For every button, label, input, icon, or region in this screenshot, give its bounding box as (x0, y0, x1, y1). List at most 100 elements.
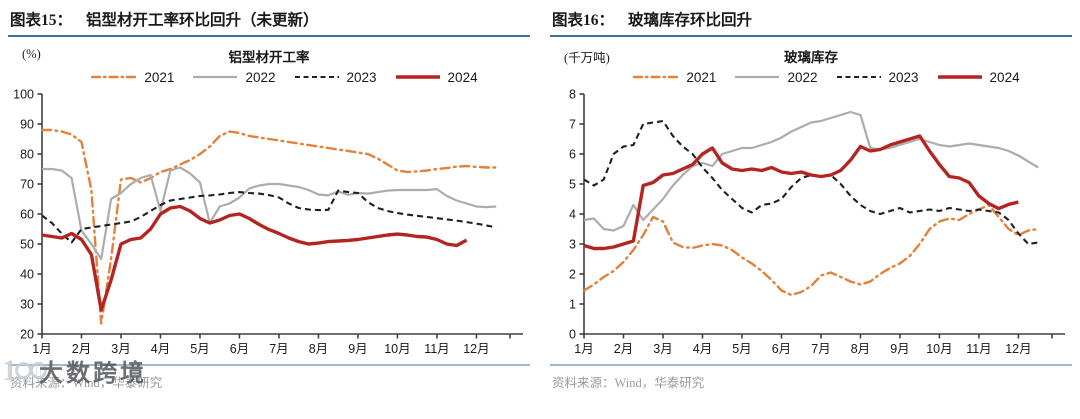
x-tick-label: 12月 (1005, 342, 1031, 356)
x-tick-label: 1月 (32, 342, 51, 356)
x-tick-label: 4月 (693, 342, 712, 356)
watermark-logo-digit: 1 (2, 353, 17, 387)
series-line-2022 (583, 110, 1039, 232)
y-tick-label: 3 (569, 238, 576, 252)
x-tick-label: 5月 (190, 342, 209, 356)
legend-item-2023: 2023 (835, 70, 919, 85)
watermark-text: 大数跨境 (39, 360, 147, 387)
source-row: 资料来源：Wind，华泰研究 1 大数跨境 (2, 355, 530, 398)
x-tick-label: 12月 (463, 342, 489, 356)
legend-label-2022: 2022 (787, 69, 818, 85)
legend-item-2024: 2024 (936, 70, 1020, 85)
legend-item-2022: 2022 (733, 69, 818, 85)
legend-item-2023: 2023 (293, 70, 377, 85)
x-tick-label: 7月 (811, 342, 830, 356)
legend: 2021 2022 2023 2024 (38, 67, 530, 87)
legend-line-sample-2023 (836, 75, 881, 79)
y-tick-label: 6 (569, 148, 576, 162)
header-rule (8, 35, 530, 37)
legend-label-2024: 2024 (447, 69, 478, 85)
legend: 2021 2022 2023 2024 (580, 67, 1072, 87)
figure16-panel: 图表16： 玻璃库存环比回升 (千万吨) 玻璃库存 2021 2022 2023 202… (550, 0, 1072, 419)
figure16-title: 玻璃库存环比回升 (628, 12, 753, 29)
chart-canvas-fig16: 0 1 2 3 4 5 6 7 8 1月 2月 3月 4月 5月 6月 7月 8月 9月 10月 11月 12月 (569, 88, 1065, 356)
x-tick-label: 7月 (269, 342, 288, 356)
x-tick-label: 2月 (614, 342, 633, 356)
legend-line-sample-2022 (735, 75, 780, 79)
chart-canvas-fig15: 20 30 40 50 60 70 80 90 100 1月 2月 3月 4月 5月 6月 7月 8月 9月 10月… (13, 88, 523, 356)
x-tick-label: 2月 (72, 342, 91, 356)
legend-line-sample-2022 (193, 75, 238, 79)
y-tick-label: 2 (569, 268, 576, 282)
x-tick-label: 4月 (151, 342, 170, 356)
x-tick-label: 10月 (926, 342, 952, 356)
y-axis-unit-label: (%) (22, 47, 41, 61)
figure16-number: 图表16： (552, 12, 615, 29)
y-tick-label: 90 (20, 118, 34, 132)
figure15-panel: 图表15： 铝型材开工率环比回升（未更新） (%) 铝型材开工率 2021 2022… (2, 0, 530, 419)
tick-labels: 20 30 40 50 60 70 80 90 100 1月 2月 3月 4月 5月 6月 7月 8月 9月 10月… (13, 88, 489, 356)
source-row: 资料来源：Wind，华泰研究 (550, 366, 1072, 398)
chart-head: (%) 铝型材开工率 (8, 44, 530, 66)
legend-line-sample-2024 (395, 75, 440, 79)
figure15-header: 图表15： 铝型材开工率环比回升（未更新） (8, 6, 530, 35)
y-tick-label: 4 (569, 208, 576, 222)
chart-head: (千万吨) 玻璃库存 (550, 44, 1072, 66)
series-line-2023 (583, 119, 1039, 246)
y-tick-label: 70 (20, 178, 34, 192)
x-tick-label: 9月 (890, 342, 909, 356)
chart-inner-title: 铝型材开工率 (228, 50, 310, 65)
y-tick-label: 0 (569, 328, 576, 342)
tick-labels: 0 1 2 3 4 5 6 7 8 1月 2月 3月 4月 5月 6月 7月 8月 9月 10月 11月 12月 (569, 88, 1032, 356)
series-line-2022 (42, 166, 497, 261)
y-tick-label: 7 (569, 118, 576, 132)
legend-label-2023: 2023 (888, 69, 919, 85)
legend-label-2023: 2023 (346, 69, 377, 85)
footer-rule (550, 364, 1072, 366)
y-tick-label: 30 (20, 298, 34, 312)
legend-line-sample-2021 (633, 75, 680, 79)
x-tick-label: 6月 (230, 342, 249, 356)
legend-line-sample-2023 (294, 75, 339, 79)
legend-item-2021: 2021 (90, 70, 174, 85)
y-tick-label: 5 (569, 178, 576, 192)
x-tick-label: 8月 (851, 342, 870, 356)
axes (37, 93, 523, 339)
x-tick-label: 3月 (111, 342, 130, 356)
y-axis-unit-label: (千万吨) (564, 51, 610, 65)
figure15-number: 图表15： (10, 12, 73, 29)
source-text: 资料来源：Wind，华泰研究 (552, 376, 705, 390)
legend-item-2021: 2021 (632, 70, 716, 85)
x-tick-label: 11月 (424, 342, 449, 356)
watermark-logo: 1 (2, 353, 47, 387)
series-line-2024 (41, 204, 468, 312)
y-tick-label: 8 (569, 88, 576, 102)
figure16-header: 图表16： 玻璃库存环比回升 (550, 6, 1072, 35)
x-tick-label: 1月 (574, 342, 593, 356)
y-tick-label: 80 (20, 148, 34, 162)
y-tick-label: 20 (20, 328, 34, 342)
header-rule (550, 35, 1072, 37)
legend-label-2024: 2024 (989, 69, 1020, 85)
y-tick-label: 40 (20, 268, 34, 282)
y-tick-label: 60 (20, 208, 34, 222)
y-tick-label: 50 (20, 238, 34, 252)
x-tick-label: 9月 (348, 342, 367, 356)
legend-item-2022: 2022 (191, 69, 276, 85)
watermark-logo-globe (30, 362, 47, 379)
x-tick-label: 5月 (732, 342, 751, 356)
legend-label-2022: 2022 (245, 69, 276, 85)
legend-item-2024: 2024 (394, 70, 478, 85)
y-tick-label: 100 (13, 88, 34, 102)
legend-line-sample-2024 (937, 75, 982, 79)
y-tick-label: 1 (569, 298, 576, 312)
figure15-title: 铝型材开工率环比回升（未更新） (86, 12, 319, 29)
footer-rule (8, 364, 530, 366)
source-text: 资料来源：Wind，华泰研究 (10, 376, 163, 390)
axes (579, 93, 1065, 339)
x-tick-label: 6月 (772, 342, 791, 356)
series-line-2021 (40, 128, 498, 325)
x-tick-label: 8月 (309, 342, 328, 356)
legend-label-2021: 2021 (686, 69, 717, 85)
